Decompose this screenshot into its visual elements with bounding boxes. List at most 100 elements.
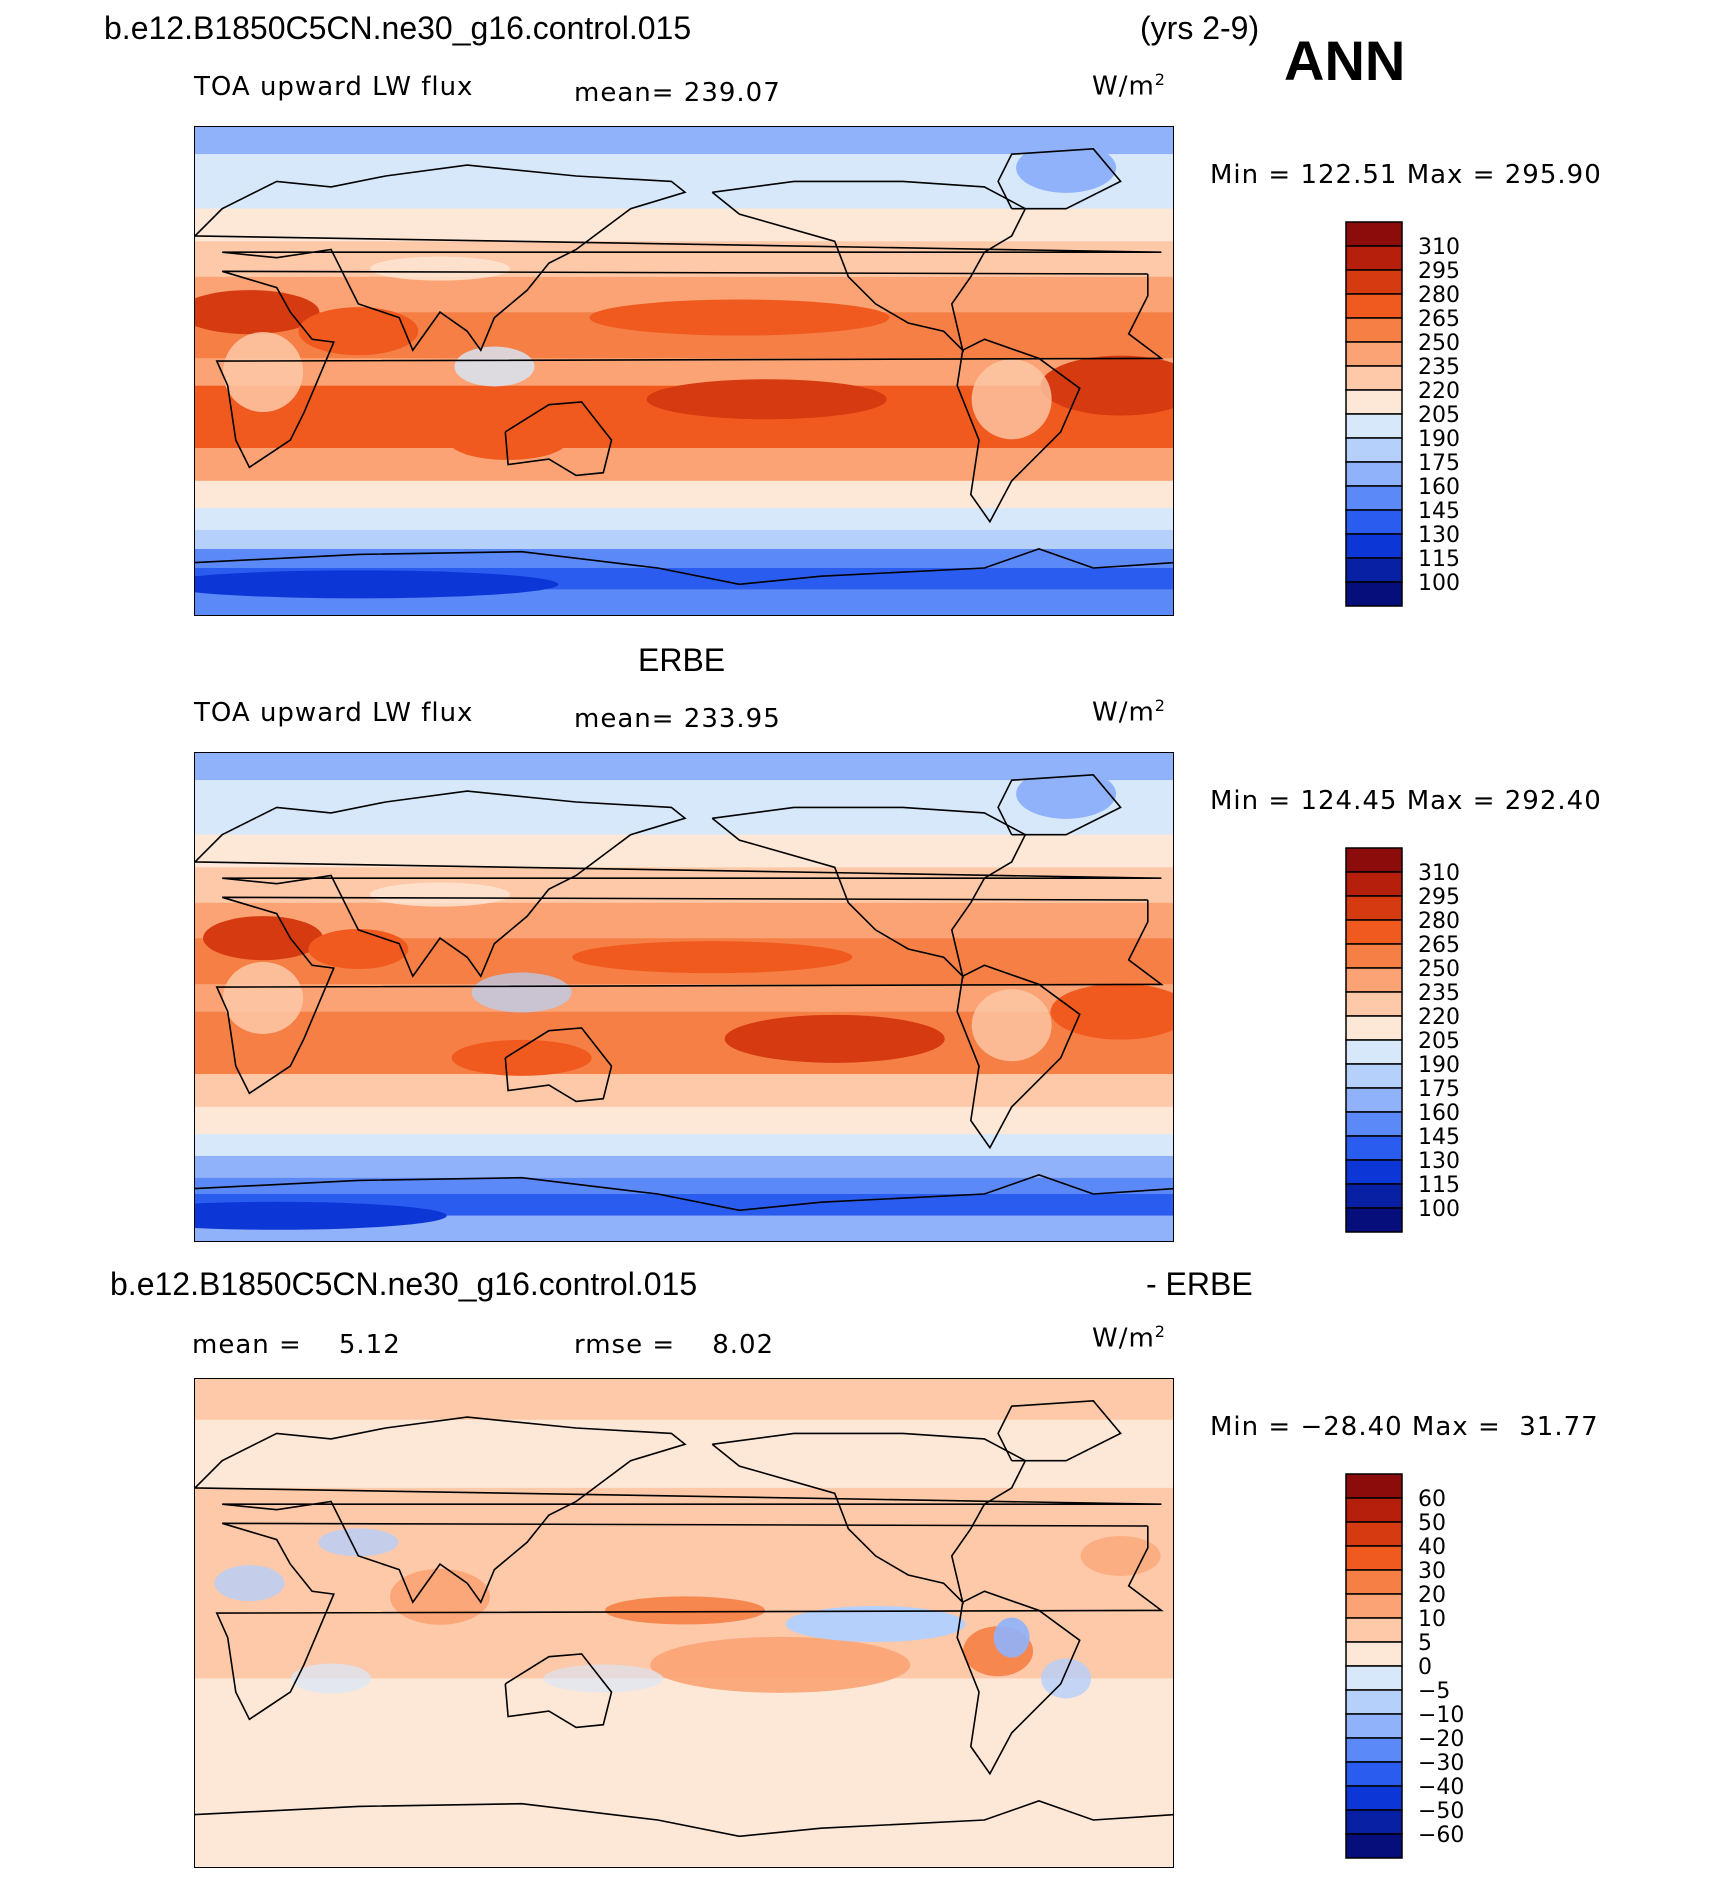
panel2-colorbar-tick-label: 160 bbox=[1418, 1101, 1460, 1126]
panel1-colorbar-swatch bbox=[1345, 413, 1403, 439]
panel1-colorbar-swatch bbox=[1345, 317, 1403, 343]
panel3-colorbar-tick-label: 10 bbox=[1418, 1607, 1446, 1632]
panel1-colorbar-tick-label: 220 bbox=[1418, 379, 1460, 404]
panel3-colorbar-tick-label: 50 bbox=[1418, 1511, 1446, 1536]
panel1-colorbar-swatch bbox=[1345, 581, 1403, 607]
panel1-colorbar-tick-label: 280 bbox=[1418, 283, 1460, 308]
panel1-map bbox=[194, 126, 1174, 616]
panel3-colorbar-tick-label: −60 bbox=[1418, 1823, 1464, 1848]
panel3-colorbar-swatch bbox=[1345, 1833, 1403, 1859]
panel2-colorbar-swatch bbox=[1345, 967, 1403, 993]
panel1-colorbar-swatch bbox=[1345, 341, 1403, 367]
panel3-units: W/m2 bbox=[1092, 1322, 1166, 1354]
panel2-map bbox=[194, 752, 1174, 1242]
panel2-colorbar-swatch bbox=[1345, 1135, 1403, 1161]
panel2-colorbar-swatch bbox=[1345, 1015, 1403, 1041]
panel3-colorbar-swatch bbox=[1345, 1593, 1403, 1619]
panel2-colorbar-swatch bbox=[1345, 919, 1403, 945]
case-name-title: b.e12.B1850C5CN.ne30_g16.control.015 bbox=[104, 10, 692, 46]
panel2-colorbar-swatch bbox=[1345, 1159, 1403, 1185]
panel2-colorbar-tick-label: 190 bbox=[1418, 1053, 1460, 1078]
panel2-minmax: Min = 124.45 Max = 292.40 bbox=[1210, 786, 1602, 816]
panel2-colorbar-tick-label: 130 bbox=[1418, 1149, 1460, 1174]
panel1-mean: mean= 239.07 bbox=[574, 78, 781, 108]
panel2-colorbar-swatch bbox=[1345, 943, 1403, 969]
panel1-colorbar-tick-label: 115 bbox=[1418, 547, 1460, 572]
panel1-colorbar-tick-label: 175 bbox=[1418, 451, 1460, 476]
panel3-colorbar-tick-label: −40 bbox=[1418, 1775, 1464, 1800]
panel1-colorbar-tick-label: 205 bbox=[1418, 403, 1460, 428]
panel1-colorbar-swatch bbox=[1345, 509, 1403, 535]
panel3-colorbar-tick-label: 40 bbox=[1418, 1535, 1446, 1560]
panel1-colorbar-swatch bbox=[1345, 269, 1403, 295]
panel2-colorbar-swatch bbox=[1345, 1183, 1403, 1209]
panel3-colorbar-swatch bbox=[1345, 1473, 1403, 1499]
panel3-colorbar-swatch bbox=[1345, 1737, 1403, 1763]
panel3-colorbar-swatch bbox=[1345, 1761, 1403, 1787]
years-label: (yrs 2-9) bbox=[1140, 10, 1260, 46]
panel2-colorbar-tick-label: 310 bbox=[1418, 861, 1460, 886]
panel1-colorbar-tick-label: 310 bbox=[1418, 235, 1460, 260]
panel1-colorbar-tick-label: 250 bbox=[1418, 331, 1460, 356]
panel3-map bbox=[194, 1378, 1174, 1868]
panel3-colorbar-swatch bbox=[1345, 1665, 1403, 1691]
panel1-colorbar-swatch bbox=[1345, 485, 1403, 511]
panel3-colorbar-tick-label: −10 bbox=[1418, 1703, 1464, 1728]
panel1-colorbar-tick-label: 190 bbox=[1418, 427, 1460, 452]
panel2-colorbar-tick-label: 295 bbox=[1418, 885, 1460, 910]
panel3-colorbar-tick-label: −5 bbox=[1418, 1679, 1450, 1704]
panel2-colorbar-tick-label: 235 bbox=[1418, 981, 1460, 1006]
panel3-colorbar-tick-label: 20 bbox=[1418, 1583, 1446, 1608]
panel3-minmax: Min = −28.40 Max = 31.77 bbox=[1210, 1412, 1599, 1442]
panel3-colorbar-swatch bbox=[1345, 1497, 1403, 1523]
panel1-colorbar-swatch bbox=[1345, 245, 1403, 271]
panel1-colorbar-swatch bbox=[1345, 389, 1403, 415]
panel3-colorbar-swatch bbox=[1345, 1521, 1403, 1547]
panel2-colorbar-tick-label: 145 bbox=[1418, 1125, 1460, 1150]
panel3-colorbar-swatch bbox=[1345, 1809, 1403, 1835]
panel2-colorbar: 310 295 280 265 250 235 220 205 190 175 160 145 130 1… bbox=[1345, 847, 1460, 1234]
panel3-colorbar-swatch bbox=[1345, 1689, 1403, 1715]
panel2-colorbar-swatch bbox=[1345, 991, 1403, 1017]
panel1-colorbar-swatch bbox=[1345, 293, 1403, 319]
season-label: ANN bbox=[1284, 29, 1406, 92]
panel1-colorbar-tick-label: 295 bbox=[1418, 259, 1460, 284]
panel2-units: W/m2 bbox=[1092, 696, 1166, 728]
panel1-colorbar-swatch bbox=[1345, 365, 1403, 391]
panel1-colorbar-tick-label: 265 bbox=[1418, 307, 1460, 332]
panel3-colorbar-tick-label: −30 bbox=[1418, 1751, 1464, 1776]
panel3-colorbar-tick-label: 0 bbox=[1418, 1655, 1432, 1680]
panel1-minmax: Min = 122.51 Max = 295.90 bbox=[1210, 160, 1602, 190]
panel1-colorbar: 310 295 280 265 250 235 220 205 190 175 160 145 130 1… bbox=[1345, 221, 1460, 608]
panel3-title-right: - ERBE bbox=[1146, 1266, 1253, 1302]
panel3-colorbar-swatch bbox=[1345, 1785, 1403, 1811]
panel3-colorbar-tick-label: 5 bbox=[1418, 1631, 1432, 1656]
panel3-colorbar-tick-label: 30 bbox=[1418, 1559, 1446, 1584]
panel2-colorbar-swatch bbox=[1345, 847, 1403, 873]
panel2-title: ERBE bbox=[638, 642, 726, 678]
panel1-colorbar-tick-label: 145 bbox=[1418, 499, 1460, 524]
panel3-title-left: b.e12.B1850C5CN.ne30_g16.control.015 bbox=[110, 1266, 698, 1302]
panel3-colorbar-swatch bbox=[1345, 1569, 1403, 1595]
panel1-units: W/m2 bbox=[1092, 70, 1166, 102]
panel2-colorbar-swatch bbox=[1345, 1111, 1403, 1137]
panel1-variable: TOA upward LW flux bbox=[194, 72, 474, 102]
panel3-rmse: rmse = 8.02 bbox=[574, 1330, 775, 1360]
panel3-mean: mean = 5.12 bbox=[192, 1330, 401, 1360]
panel2-colorbar-tick-label: 250 bbox=[1418, 957, 1460, 982]
panel1-colorbar-swatch bbox=[1345, 557, 1403, 583]
panel2-colorbar-tick-label: 205 bbox=[1418, 1029, 1460, 1054]
panel2-colorbar-swatch bbox=[1345, 1039, 1403, 1065]
panel2-colorbar-tick-label: 115 bbox=[1418, 1173, 1460, 1198]
panel2-colorbar-tick-label: 220 bbox=[1418, 1005, 1460, 1030]
panel3-colorbar-tick-label: −50 bbox=[1418, 1799, 1464, 1824]
panel2-colorbar-tick-label: 100 bbox=[1418, 1197, 1460, 1222]
panel3-colorbar-swatch bbox=[1345, 1545, 1403, 1571]
panel3-colorbar-tick-label: 60 bbox=[1418, 1487, 1446, 1512]
panel2-colorbar-swatch bbox=[1345, 1207, 1403, 1233]
panel3-colorbar-swatch bbox=[1345, 1617, 1403, 1643]
panel2-colorbar-tick-label: 280 bbox=[1418, 909, 1460, 934]
panel2-colorbar-tick-label: 265 bbox=[1418, 933, 1460, 958]
panel2-colorbar-swatch bbox=[1345, 1063, 1403, 1089]
panel2-colorbar-tick-label: 175 bbox=[1418, 1077, 1460, 1102]
